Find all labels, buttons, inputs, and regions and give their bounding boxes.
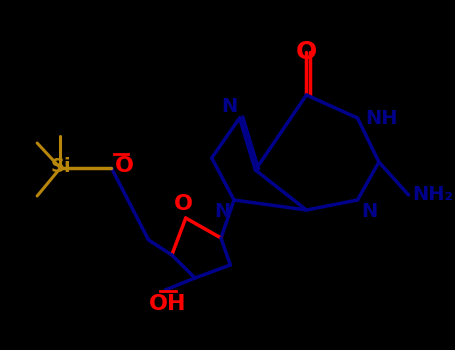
Text: N: N: [214, 202, 230, 221]
Text: N: N: [222, 97, 238, 116]
Text: O: O: [174, 194, 193, 214]
Text: OH: OH: [149, 294, 187, 314]
Text: N: N: [361, 202, 378, 221]
Text: NH₂: NH₂: [412, 186, 453, 204]
Text: NH: NH: [365, 108, 398, 127]
Text: O: O: [296, 40, 317, 64]
Text: O: O: [115, 156, 134, 176]
Text: Si: Si: [51, 156, 71, 175]
